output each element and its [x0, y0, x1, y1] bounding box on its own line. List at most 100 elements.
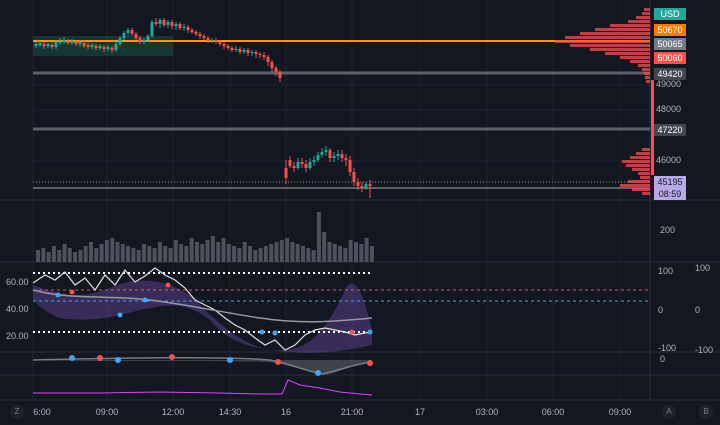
candle-body: [182, 27, 186, 28]
candle-body: [320, 152, 324, 155]
candle-body: [42, 44, 46, 46]
volume-bar: [332, 244, 337, 262]
candle-body: [238, 49, 242, 52]
oscillator-axis-label: -100: [658, 343, 677, 353]
volume-bar: [242, 242, 247, 262]
wave-pane: [32, 354, 373, 376]
volume-bar: [99, 244, 104, 262]
volume-bar: [279, 240, 284, 262]
smooth-line: [32, 289, 373, 323]
volume-profile-bar: [636, 152, 650, 155]
candle-body: [308, 162, 312, 168]
candle-body: [138, 38, 142, 42]
volume-bar: [62, 244, 67, 262]
candle-body: [300, 162, 304, 164]
volume-bar: [115, 242, 120, 262]
time-axis-label: 06:00: [541, 407, 565, 417]
volume-profile-bar: [644, 8, 650, 11]
volume-bar: [41, 248, 46, 262]
volume-profile-bar: [640, 176, 650, 179]
signal-dot: [367, 329, 373, 335]
volume-bar: [343, 248, 348, 262]
candle-body: [246, 50, 250, 53]
candle-body: [66, 41, 70, 43]
volume-bar: [46, 252, 51, 262]
auto-scale-button[interactable]: A: [662, 405, 676, 419]
volume-profile-bar: [644, 72, 650, 75]
candle-body: [266, 57, 270, 62]
candle-body: [324, 150, 328, 152]
candle-body: [94, 46, 98, 48]
oscillator-axis-label: 0: [658, 305, 664, 315]
volume-bar: [311, 250, 316, 262]
oscillator-axis-label-2: 100: [695, 263, 711, 273]
volume-bar: [163, 246, 168, 262]
volume-bar: [67, 248, 72, 262]
volume-profile-bar: [605, 52, 650, 55]
volume-profile-bar: [642, 192, 650, 195]
candle-body: [368, 184, 372, 186]
wave-area: [33, 360, 372, 375]
signal-dot: [272, 330, 278, 336]
candle-body: [134, 34, 138, 38]
candle-body: [348, 160, 352, 172]
volume-bar: [216, 242, 221, 262]
candle-body: [50, 45, 54, 47]
candle-body: [118, 38, 122, 44]
time-axis-label: 03:00: [475, 407, 499, 417]
price-axis-label: 48000: [656, 104, 682, 114]
rsi-line: [32, 267, 373, 351]
log-scale-button[interactable]: B: [699, 405, 713, 419]
volume-bar: [221, 238, 226, 262]
candle-body: [174, 24, 178, 26]
price-axis-label: 49000: [656, 79, 682, 89]
candle-body: [142, 40, 146, 42]
volume-bar: [89, 242, 93, 262]
volume-profile-bar: [620, 184, 650, 187]
signal-dot: [69, 289, 75, 295]
volume-bar: [253, 250, 258, 262]
candle-body: [130, 30, 134, 34]
volume-bar: [263, 246, 268, 262]
candle-body: [254, 52, 258, 54]
currency-badge[interactable]: USD: [654, 8, 686, 20]
candle-body: [170, 22, 174, 26]
signal-dot: [259, 329, 265, 335]
volume-bar: [136, 250, 141, 262]
candle-body: [102, 47, 106, 49]
volume-bar: [354, 242, 358, 262]
candle-body: [274, 68, 278, 72]
wave-axis-label: 0: [660, 354, 666, 364]
candle-body: [296, 162, 300, 168]
volume-bar: [322, 232, 327, 262]
candle-body: [186, 27, 190, 30]
time-axis-label: 17: [414, 407, 426, 417]
volume-profile-bar: [642, 12, 650, 15]
volume-bar: [173, 240, 178, 262]
volume-bar: [57, 250, 62, 262]
volume-bar: [258, 248, 263, 262]
volume-bar: [232, 246, 237, 262]
candle-body: [122, 33, 126, 38]
volume-bar: [301, 246, 305, 262]
candle-body: [332, 156, 336, 158]
candle-body: [198, 34, 202, 36]
volume-bar: [369, 246, 374, 262]
candle-body: [356, 182, 360, 186]
timezone-button[interactable]: Z: [10, 405, 24, 419]
candle-body: [98, 46, 102, 48]
time-axis-label: 09:00: [608, 407, 632, 417]
candle-body: [158, 20, 162, 24]
candle-body: [78, 42, 82, 44]
candle-body: [352, 172, 356, 182]
volume-bar: [83, 246, 88, 262]
volume-profile-bar: [595, 28, 650, 31]
volume-profile-bar: [642, 68, 650, 71]
candle-body: [210, 40, 214, 41]
wave-signal-dot: [169, 354, 175, 360]
price-tag: 08:59: [654, 188, 686, 200]
volume-profile-bar: [610, 24, 650, 27]
candle-body: [70, 41, 74, 43]
candle-body: [114, 44, 118, 50]
